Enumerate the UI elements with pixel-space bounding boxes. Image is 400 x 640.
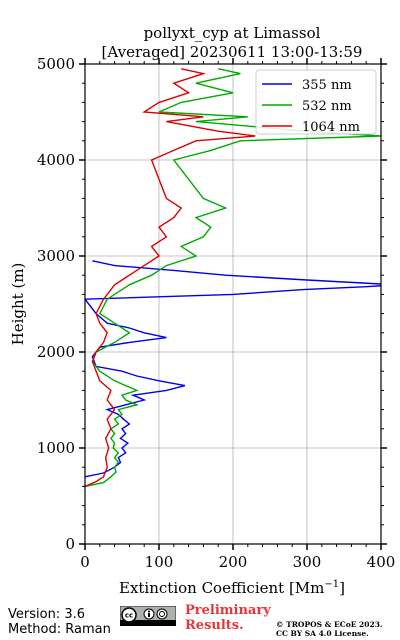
copyright-notice: © TROPOS & ECoE 2023. CC BY SA 4.0 Licen… (276, 620, 383, 638)
y-tick-label: 1000 (37, 439, 75, 457)
y-axis-label: Height (m) (9, 263, 27, 346)
chart-title-line2: [Averaged] 20230611 13:00-13:59 (102, 43, 363, 61)
y-tick-label: 2000 (37, 343, 75, 361)
series-line-1064-nm (85, 68, 256, 488)
y-tick-label: 3000 (37, 247, 75, 265)
y-tick-label: 0 (65, 535, 75, 553)
chart-title-line1: pollyxt_cyp at Limassol (144, 24, 321, 42)
legend: 355 nm 532 nm 1064 nm (255, 69, 377, 135)
preliminary-results-label: Preliminary Results. (185, 603, 271, 633)
x-tick-label: 200 (219, 553, 248, 571)
legend-label: 355 nm (302, 78, 352, 93)
y-tick-label: 5000 (37, 55, 75, 73)
x-tick-label: 300 (293, 553, 322, 571)
cc-by-sa-icon: cc (120, 606, 176, 626)
legend-label: 1064 nm (302, 120, 360, 135)
x-tick-label: 0 (80, 553, 90, 571)
svg-text:cc: cc (125, 612, 133, 620)
grid-lines (84, 63, 382, 545)
series-line-355-nm (85, 260, 381, 478)
version-text: Version: 3.6 (8, 607, 85, 622)
y-tick-label: 4000 (37, 151, 75, 169)
x-tick-label: 400 (367, 553, 396, 571)
x-tick-label: 100 (145, 553, 174, 571)
method-text: Method: Raman (8, 622, 111, 637)
legend-label: 532 nm (302, 99, 352, 114)
legend-box (255, 69, 377, 135)
x-axis-label: Extinction Coefficient [Mm−1] (119, 579, 345, 597)
